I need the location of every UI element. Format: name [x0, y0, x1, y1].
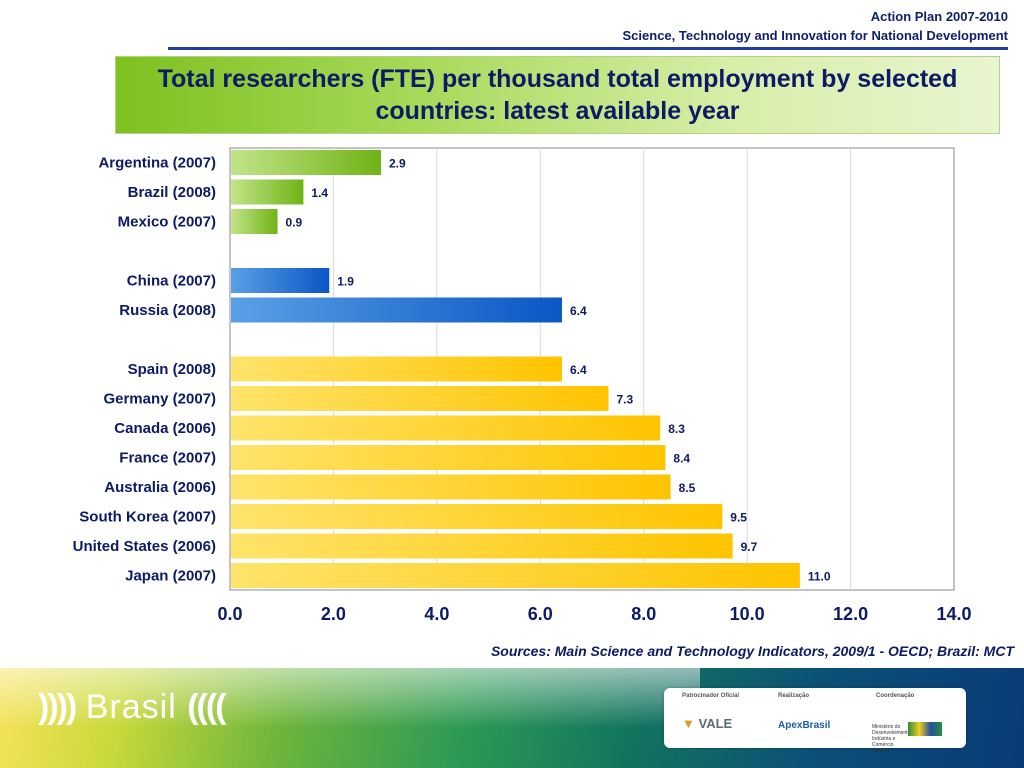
data-label: 7.3 [617, 393, 634, 407]
brand-text: Brasil [85, 688, 177, 726]
bar [231, 150, 381, 175]
apexbrasil-logo: ApexBrasil [778, 720, 831, 731]
data-label: 0.9 [286, 216, 303, 230]
category-label: Japan (2007) [125, 568, 216, 585]
brasil-logo: )))) Brasil (((( [38, 688, 227, 727]
data-label: 8.5 [679, 481, 696, 495]
bar [231, 474, 671, 500]
x-tick-label: 6.0 [528, 604, 553, 624]
x-tick-label: 0.0 [217, 604, 242, 624]
category-label: Spain (2008) [128, 361, 216, 378]
bar [231, 533, 733, 559]
bar [231, 563, 800, 588]
header-plan-title: Action Plan 2007-2010 [870, 9, 1008, 24]
data-label: 6.4 [570, 304, 587, 318]
coordination-caption: Coordenação [876, 693, 915, 699]
bar [231, 504, 723, 529]
category-label: South Korea (2007) [79, 509, 216, 526]
header-plan-subtitle: Science, Technology and Innovation for N… [622, 28, 1008, 43]
category-label: China (2007) [127, 273, 216, 290]
bar [231, 386, 609, 411]
sponsor-logo-panel: Patrocinador Oficial Realização Coordena… [664, 688, 966, 754]
data-label: 11.0 [808, 570, 831, 584]
bar [231, 209, 278, 234]
footer-glow [0, 668, 700, 768]
bar [231, 415, 661, 441]
chart-title-banner: Total researchers (FTE) per thousand tot… [115, 56, 1000, 134]
data-label: 9.5 [730, 511, 747, 525]
sponsor-caption: Patrocinador Oficial [682, 693, 740, 699]
x-tick-label: 14.0 [936, 604, 971, 624]
chart-title: Total researchers (FTE) per thousand tot… [157, 65, 958, 125]
category-label: Brazil (2008) [128, 184, 216, 201]
ministry-logo: Ministério do Desenvolvimento, Indústria… [872, 724, 912, 754]
vale-logo-text: VALE [698, 716, 733, 731]
x-tick-label: 4.0 [424, 604, 449, 624]
category-label: Australia (2006) [104, 479, 216, 496]
vale-logo: ▼ VALE [682, 716, 733, 731]
brazil-flag-icon [908, 722, 942, 736]
bar-chart: 0.0 2.0 4.0 6.0 8.0 10.0 12.0 14.0 Argentina (20… [73, 147, 972, 624]
bar [231, 179, 304, 205]
bar [231, 445, 666, 470]
x-tick-label: 2.0 [321, 604, 346, 624]
realization-caption: Realização [778, 693, 810, 699]
data-label: 1.9 [337, 275, 354, 289]
data-label: 6.4 [570, 363, 587, 377]
category-label: Russia (2008) [119, 302, 216, 319]
x-tick-label: 8.0 [631, 604, 656, 624]
category-label: France (2007) [119, 450, 216, 467]
data-label: 2.9 [389, 157, 406, 171]
category-label: Mexico (2007) [118, 214, 216, 231]
category-label: Germany (2007) [103, 391, 216, 408]
x-tick-label: 10.0 [730, 604, 765, 624]
category-label: Argentina (2007) [98, 155, 216, 172]
data-label: 8.4 [673, 452, 690, 466]
data-label: 9.7 [741, 540, 758, 554]
wave-left-icon: )))) [38, 688, 77, 726]
data-label: 8.3 [668, 422, 685, 436]
header-divider [168, 47, 1008, 50]
data-label: 1.4 [311, 186, 328, 200]
bar [231, 356, 562, 382]
bar [231, 297, 562, 323]
category-label: United States (2006) [73, 538, 216, 555]
wave-right-icon: (((( [187, 688, 226, 726]
category-label: Canada (2006) [114, 420, 216, 437]
x-tick-label: 12.0 [833, 604, 868, 624]
bar [231, 268, 330, 293]
source-note: Sources: Main Science and Technology Ind… [490, 643, 1014, 659]
